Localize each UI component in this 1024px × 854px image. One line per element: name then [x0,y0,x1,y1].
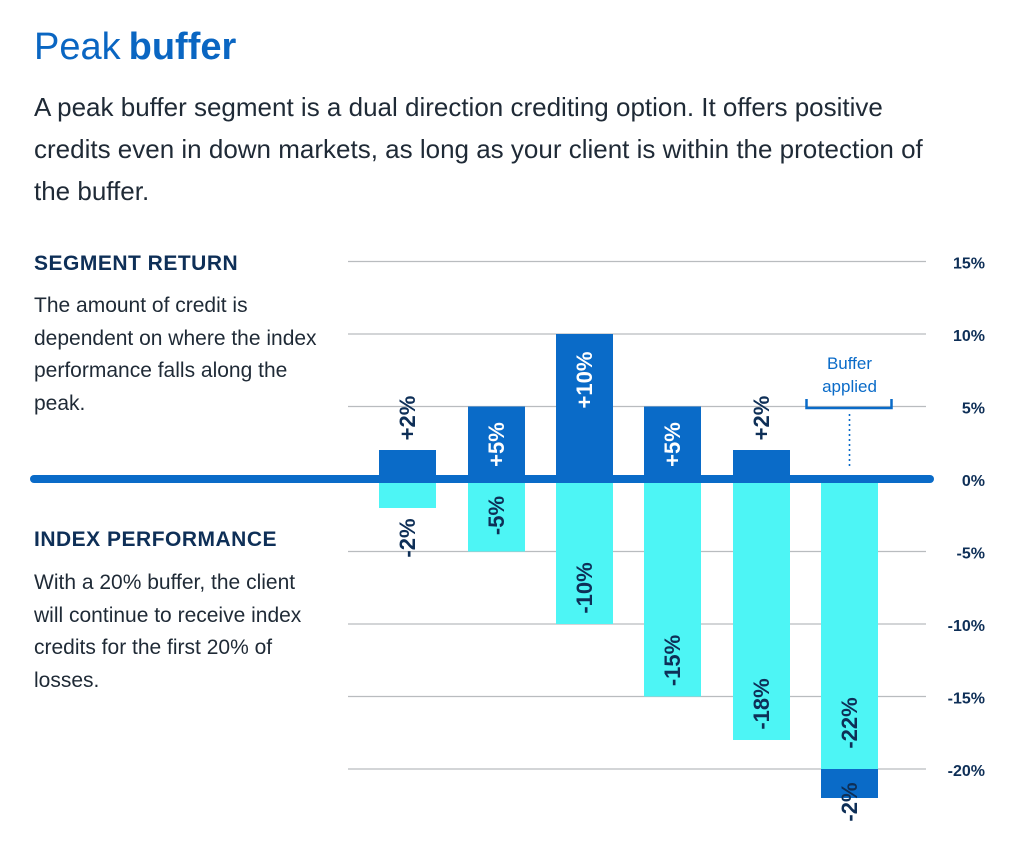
index-performance-heading: INDEX PERFORMANCE [34,528,278,551]
index-data-label: -5% [484,496,509,535]
index-performance-bar [379,479,436,508]
y-tick-label: -10% [948,618,985,635]
index-data-label: -22% [837,697,862,748]
segment-data-label: +5% [660,422,685,467]
title-light: Peak [34,26,121,68]
index-performance-bar [468,479,525,552]
index-data-label: -18% [749,678,774,729]
y-tick-label: 0% [962,473,985,490]
index-performance-bar [644,479,701,697]
index-performance-text: With a 20% buffer, the client will conti… [34,571,302,692]
index-data-label: -2% [395,518,420,557]
segment-data-label: +10% [572,352,597,409]
y-tick-label: 5% [962,401,985,418]
segment-return-text: The amount of credit is dependent on whe… [34,294,317,415]
segment-return-bar [644,406,701,479]
index-performance-bar [556,479,613,624]
index-performance-bar [821,479,878,769]
y-tick-label: -20% [948,763,985,780]
segment-data-label: +2% [395,396,420,441]
index-performance-bar [733,479,790,740]
annotation-line1: Buffer [827,354,872,373]
title-bold: buffer [128,26,237,68]
buffer-bracket [805,399,893,410]
annotation-line2: applied [822,377,877,396]
y-tick-label: -15% [948,691,985,708]
segment-return-bar [733,450,790,479]
y-tick-label: 10% [953,328,985,345]
index-data-label: -10% [572,562,597,613]
segment-return-bar [556,334,613,479]
y-tick-label: 15% [953,256,985,273]
index-data-label: -15% [660,635,685,686]
segment-data-label: +5% [484,422,509,467]
segment-data-label: +2% [749,396,774,441]
page-title: Peak buffer [34,26,236,69]
segment-return-heading: SEGMENT RETURN [34,252,239,275]
segment-return-bar [379,450,436,479]
segment-return-bar [468,406,525,479]
overflow-data-label: -2% [837,782,862,821]
buffer-overflow-bar [821,769,878,798]
y-tick-label: -5% [957,546,985,563]
intro-paragraph: A peak buffer segment is a dual directio… [34,92,923,206]
